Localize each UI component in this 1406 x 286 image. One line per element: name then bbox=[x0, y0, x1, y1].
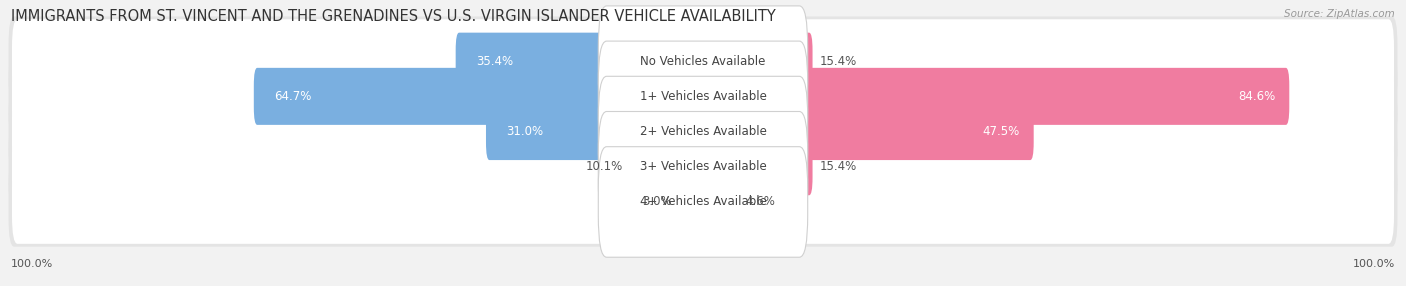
Text: 15.4%: 15.4% bbox=[820, 55, 856, 68]
Text: 31.0%: 31.0% bbox=[506, 125, 544, 138]
Text: No Vehicles Available: No Vehicles Available bbox=[640, 55, 766, 68]
FancyBboxPatch shape bbox=[599, 6, 807, 116]
Text: 2+ Vehicles Available: 2+ Vehicles Available bbox=[640, 125, 766, 138]
Text: 4+ Vehicles Available: 4+ Vehicles Available bbox=[640, 195, 766, 208]
FancyBboxPatch shape bbox=[13, 19, 1393, 103]
FancyBboxPatch shape bbox=[599, 41, 807, 152]
FancyBboxPatch shape bbox=[8, 17, 1398, 106]
Text: IMMIGRANTS FROM ST. VINCENT AND THE GRENADINES VS U.S. VIRGIN ISLANDER VEHICLE A: IMMIGRANTS FROM ST. VINCENT AND THE GREN… bbox=[11, 9, 776, 23]
Text: 84.6%: 84.6% bbox=[1239, 90, 1275, 103]
Text: 1+ Vehicles Available: 1+ Vehicles Available bbox=[640, 90, 766, 103]
FancyBboxPatch shape bbox=[13, 54, 1393, 138]
FancyBboxPatch shape bbox=[456, 33, 610, 90]
Text: 35.4%: 35.4% bbox=[477, 55, 513, 68]
FancyBboxPatch shape bbox=[486, 103, 610, 160]
FancyBboxPatch shape bbox=[8, 87, 1398, 176]
FancyBboxPatch shape bbox=[796, 68, 1289, 125]
FancyBboxPatch shape bbox=[599, 76, 807, 187]
FancyBboxPatch shape bbox=[631, 145, 704, 188]
FancyBboxPatch shape bbox=[254, 68, 610, 125]
FancyBboxPatch shape bbox=[8, 157, 1398, 247]
FancyBboxPatch shape bbox=[599, 147, 807, 257]
FancyBboxPatch shape bbox=[599, 112, 807, 222]
Text: 15.4%: 15.4% bbox=[820, 160, 856, 173]
FancyBboxPatch shape bbox=[681, 180, 704, 223]
FancyBboxPatch shape bbox=[796, 103, 1033, 160]
Text: Source: ZipAtlas.com: Source: ZipAtlas.com bbox=[1284, 9, 1395, 19]
Text: 3.0%: 3.0% bbox=[643, 195, 672, 208]
Text: 4.6%: 4.6% bbox=[745, 195, 775, 208]
FancyBboxPatch shape bbox=[13, 160, 1393, 244]
FancyBboxPatch shape bbox=[8, 52, 1398, 141]
FancyBboxPatch shape bbox=[702, 180, 737, 223]
Text: 100.0%: 100.0% bbox=[1353, 259, 1395, 269]
Text: 100.0%: 100.0% bbox=[11, 259, 53, 269]
Text: 3+ Vehicles Available: 3+ Vehicles Available bbox=[640, 160, 766, 173]
FancyBboxPatch shape bbox=[8, 122, 1398, 211]
FancyBboxPatch shape bbox=[796, 33, 813, 90]
Text: 10.1%: 10.1% bbox=[586, 160, 623, 173]
FancyBboxPatch shape bbox=[796, 138, 813, 195]
FancyBboxPatch shape bbox=[13, 125, 1393, 209]
Text: 64.7%: 64.7% bbox=[274, 90, 312, 103]
Text: 47.5%: 47.5% bbox=[983, 125, 1019, 138]
FancyBboxPatch shape bbox=[13, 90, 1393, 173]
